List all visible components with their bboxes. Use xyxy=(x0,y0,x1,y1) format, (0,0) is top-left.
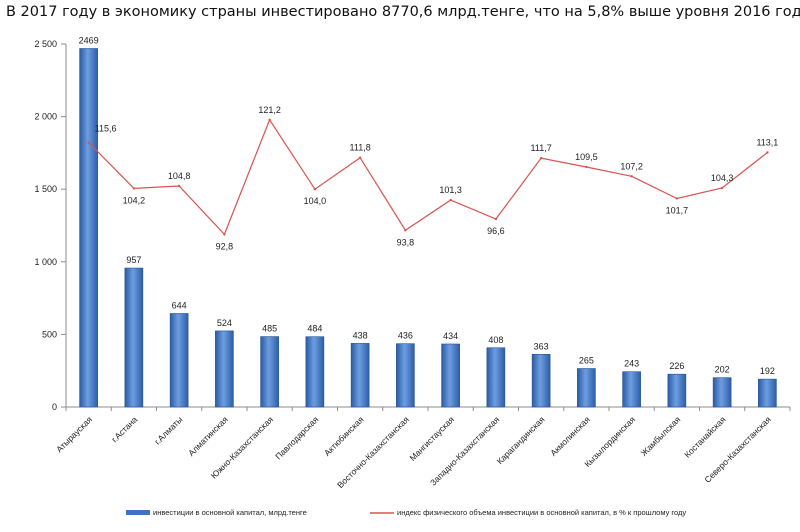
line-data-label: 101,3 xyxy=(439,185,462,195)
line-data-label: 104,3 xyxy=(711,173,734,183)
line-point xyxy=(449,198,452,202)
bar-data-label: 438 xyxy=(353,330,368,340)
y-tick-label: 1 500 xyxy=(34,184,57,194)
line-point xyxy=(675,197,679,200)
line-data-label: 109,5 xyxy=(575,152,598,162)
legend-label-line: индекс физического объема инвестиции в о… xyxy=(397,508,686,517)
bar-data-label: 485 xyxy=(262,324,277,334)
bar-data-label: 243 xyxy=(624,359,639,369)
line-point xyxy=(630,175,633,178)
chart-title: В 2017 году в экономику страны инвестиро… xyxy=(6,4,800,20)
bar-data-label: 484 xyxy=(307,324,322,334)
x-tick-label: Мангистауская xyxy=(407,414,456,463)
line-point xyxy=(539,156,543,160)
x-tick-label: г.Астана xyxy=(109,414,139,444)
line-point xyxy=(132,187,136,190)
bar xyxy=(350,343,370,408)
legend-swatch-bar xyxy=(126,510,150,515)
line-point xyxy=(585,165,588,169)
bar xyxy=(169,313,189,408)
y-tick-label: 2 000 xyxy=(34,112,57,122)
bar xyxy=(758,378,777,408)
line-series xyxy=(88,118,768,236)
bar-data-label: 644 xyxy=(172,300,187,310)
line-point xyxy=(404,229,407,232)
bar xyxy=(215,330,234,408)
bar xyxy=(79,48,98,408)
line-data-label: 111,7 xyxy=(531,143,552,153)
line-point xyxy=(720,186,724,190)
line-point xyxy=(268,118,271,122)
y-tick-label: 2 500 xyxy=(34,39,57,49)
line-data-label: 93,8 xyxy=(397,237,415,247)
bar xyxy=(396,343,415,408)
bar-data-label: 524 xyxy=(217,318,232,328)
line-point xyxy=(87,141,90,144)
bar xyxy=(531,353,551,408)
line-point xyxy=(313,188,317,191)
line-point xyxy=(223,233,226,236)
line-data-label: 101,7 xyxy=(666,205,689,215)
bar-data-label: 363 xyxy=(534,341,549,351)
bar-data-label: 192 xyxy=(760,366,775,376)
line-data-label: 121,2 xyxy=(258,105,281,115)
y-tick-label: 1 000 xyxy=(34,257,57,267)
bar-data-label: 434 xyxy=(443,331,458,341)
bar-data-label: 408 xyxy=(488,335,503,345)
line-data-label: 113,1 xyxy=(756,137,778,147)
bar xyxy=(260,336,279,408)
bar xyxy=(667,373,687,408)
bar-data-label: 226 xyxy=(669,361,684,371)
bar-data-label: 265 xyxy=(579,356,594,366)
line-data-label: 107,2 xyxy=(620,161,643,171)
x-tick-label: Акмолинская xyxy=(548,414,592,458)
line-point xyxy=(177,184,181,188)
x-tick-label: Алматинская xyxy=(186,414,230,458)
bar xyxy=(577,368,596,408)
x-tick-label: Карагандинская xyxy=(495,414,547,466)
line-data-label: 104,8 xyxy=(168,171,191,181)
bar-data-label: 957 xyxy=(126,255,141,265)
bar-data-label: 436 xyxy=(398,331,413,341)
x-tick-label: Павлодарская xyxy=(273,414,320,461)
bar xyxy=(712,377,732,408)
x-tick-label: Атырауская xyxy=(54,414,94,454)
bar xyxy=(124,267,144,408)
line-data-label: 115,6 xyxy=(95,123,117,133)
x-tick-label: Жамбылская xyxy=(639,414,683,458)
bar-data-label: 2469 xyxy=(79,36,99,46)
bar xyxy=(441,343,460,408)
legend-label-bar: инвестиции в основной капитал, млрд.тенг… xyxy=(153,508,307,517)
line-point xyxy=(358,156,362,159)
x-tick-label: Костанайская xyxy=(682,414,728,460)
x-tick-label: г.Алматы xyxy=(152,414,184,446)
line-point xyxy=(766,151,769,154)
line-data-label: 104,0 xyxy=(304,196,327,206)
line-data-label: 111,8 xyxy=(350,143,371,153)
bar xyxy=(486,347,506,408)
bar xyxy=(622,371,641,408)
line-data-label: 96,6 xyxy=(487,226,505,236)
line-data-label: 92,8 xyxy=(216,241,234,251)
y-tick-label: 0 xyxy=(52,402,57,412)
bar-data-label: 202 xyxy=(715,365,730,375)
line-point xyxy=(494,217,498,221)
y-tick-label: 500 xyxy=(42,329,57,339)
bar xyxy=(305,336,325,408)
line-data-label: 104,2 xyxy=(123,195,146,205)
x-tick-label: Актюбинская xyxy=(322,414,366,458)
